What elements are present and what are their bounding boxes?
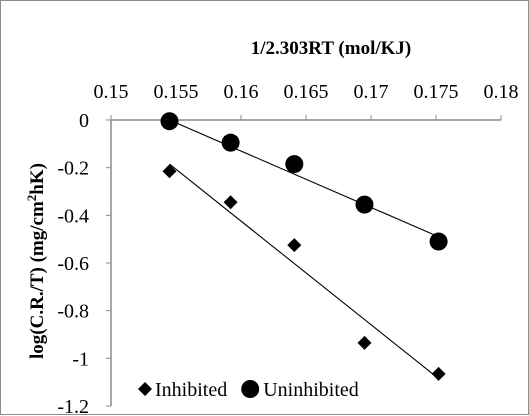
legend-label-uninhibited: Uninhibited [263,379,359,401]
y-axis-title-end: hK) [27,163,48,195]
trendline-uninhibited [169,119,439,238]
data-marks-layer [160,112,448,381]
x-tick-label: 0.15 [94,81,129,103]
trendline-layer [169,119,439,380]
point-uninhibited [160,112,179,131]
point-inhibited [431,366,446,381]
x-tick-label: 0.165 [284,81,329,103]
y-axis-title: log(C.R./T) (mg/cm2hK) [24,163,48,359]
y-tick-label: -0.2 [57,158,89,180]
point-uninhibited [429,232,448,251]
x-tick-label: 0.175 [414,81,459,103]
y-tick-label: -0.6 [57,253,89,275]
y-axis-title-main: log(C.R./T) (mg/cm [27,201,48,359]
y-axis-title-superscript: 2 [24,195,39,202]
point-inhibited [223,195,238,210]
trendline-inhibited [169,163,439,380]
point-inhibited [357,335,372,350]
legend-marker-inhibited [138,382,152,396]
y-tick-label: -1 [72,348,89,370]
point-inhibited [162,164,177,179]
legend-label-inhibited: Inhibited [155,379,227,401]
y-tick-label: 0 [79,110,89,132]
x-tick-label: 0.18 [484,81,519,103]
x-axis-title: 1/2.303RT (mol/KJ) [251,38,411,59]
y-tick-label: -1.2 [57,396,89,416]
point-inhibited [287,238,302,253]
point-uninhibited [221,133,240,152]
x-tick-label: 0.16 [224,81,259,103]
y-tick-label: -0.4 [57,205,89,227]
legend: Inhibited Uninhibited [138,379,359,401]
point-uninhibited [355,195,374,214]
point-uninhibited [285,155,304,174]
axes-layer: 0.15 0.155 0.16 0.165 0.17 0.175 0.18 0 -0.2 -0.4… [57,81,518,416]
legend-marker-uninhibited [241,380,260,398]
x-tick-label: 0.155 [154,81,199,103]
y-tick-label: -0.8 [57,301,89,323]
x-tick-label: 0.17 [354,81,389,103]
